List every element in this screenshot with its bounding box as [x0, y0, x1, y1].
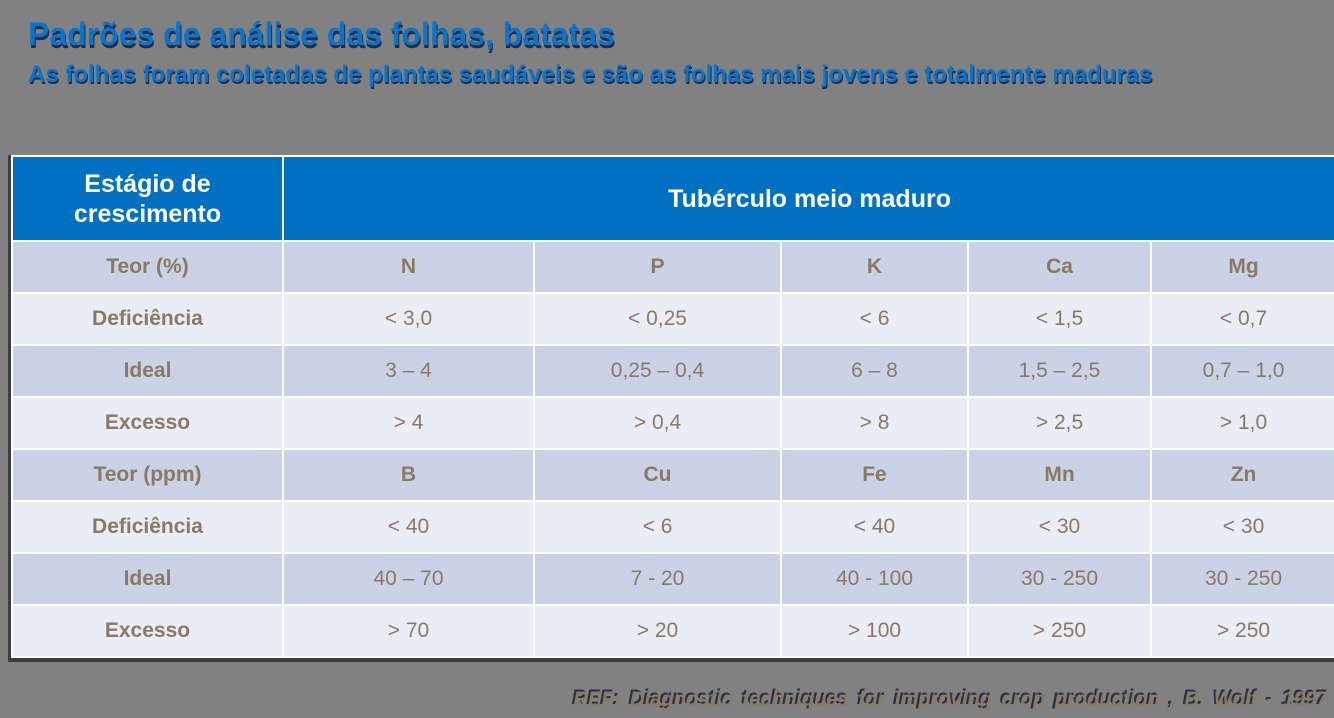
table-cell: 30 - 250 — [1149, 552, 1334, 606]
table-cell: 40 – 70 — [282, 552, 535, 606]
table-cell: Cu — [533, 448, 782, 502]
table-cell: < 3,0 — [282, 292, 535, 346]
slide-subtitle: As folhas foram coletadas de plantas sau… — [28, 61, 1153, 88]
table-cell: 6 – 8 — [780, 344, 969, 398]
table-cell: > 70 — [282, 604, 535, 658]
table-cell: B — [282, 448, 535, 502]
table-cell: < 0,25 — [533, 292, 782, 346]
table-cell: K — [780, 240, 969, 294]
table-row-ppm-ideal: Ideal 40 – 70 7 - 20 40 - 100 30 - 250 3… — [11, 552, 1334, 606]
row-label: Deficiência — [11, 292, 284, 346]
table-row-ppm-deficiency: Deficiência < 40 < 6 < 40 < 30 < 30 — [11, 500, 1334, 554]
table-cell: 0,25 – 0,4 — [533, 344, 782, 398]
tuber-stage-header-cell: Tubérculo meio maduro — [281, 155, 1334, 242]
table-cell: Mg — [1149, 240, 1334, 294]
table-cell: > 0,4 — [533, 396, 782, 450]
table-cell: > 2,5 — [967, 396, 1152, 450]
table-cell: > 1,0 — [1149, 396, 1334, 450]
table-row-ppm-elements: Teor (ppm) B Cu Fe Mn Zn — [11, 448, 1334, 502]
table-cell: 0,7 – 1,0 — [1149, 344, 1334, 398]
table-row-percent-elements: Teor (%) N P K Ca Mg — [11, 240, 1334, 294]
table-row-percent-ideal: Ideal 3 – 4 0,25 – 0,4 6 – 8 1,5 – 2,5 0… — [11, 344, 1334, 398]
row-label: Ideal — [11, 344, 284, 398]
table-cell: 30 - 250 — [967, 552, 1152, 606]
table-cell: 7 - 20 — [533, 552, 782, 606]
table-cell: P — [533, 240, 782, 294]
row-label: Deficiência — [11, 500, 284, 554]
table-cell: < 0,7 — [1149, 292, 1334, 346]
table-cell: 1,5 – 2,5 — [967, 344, 1152, 398]
row-label: Excesso — [11, 396, 284, 450]
growth-stage-header-cell: Estágio de crescimento — [11, 155, 284, 242]
reference-footer: REF: Diagnostic techniques for improving… — [573, 688, 1328, 711]
row-label: Excesso — [11, 604, 284, 658]
leaf-analysis-table-wrapper: Estágio de crescimento Tubérculo meio ma… — [8, 155, 1334, 662]
leaf-analysis-table: Estágio de crescimento Tubérculo meio ma… — [11, 155, 1334, 658]
table-cell: Fe — [780, 448, 969, 502]
row-label: Teor (%) — [11, 240, 284, 294]
table-cell: N — [282, 240, 535, 294]
table-cell: < 30 — [967, 500, 1152, 554]
slide-title: Padrões de análise das folhas, batatas — [28, 16, 615, 52]
row-label: Ideal — [11, 552, 284, 606]
row-label: Teor (ppm) — [11, 448, 284, 502]
table-header-row: Estágio de crescimento Tubérculo meio ma… — [11, 155, 1334, 242]
table-cell: 3 – 4 — [282, 344, 535, 398]
table-cell: < 40 — [780, 500, 969, 554]
table-cell: < 40 — [282, 500, 535, 554]
table-cell: < 6 — [533, 500, 782, 554]
table-cell: 40 - 100 — [780, 552, 969, 606]
table-row-ppm-excess: Excesso > 70 > 20 > 100 > 250 > 250 — [11, 604, 1334, 658]
table-cell: < 6 — [780, 292, 969, 346]
table-cell: > 20 — [533, 604, 782, 658]
table-cell: < 30 — [1149, 500, 1334, 554]
table-cell: < 1,5 — [967, 292, 1152, 346]
table-cell: > 100 — [780, 604, 969, 658]
table-cell: > 8 — [780, 396, 969, 450]
table-cell: > 250 — [967, 604, 1152, 658]
table-cell: > 4 — [282, 396, 535, 450]
table-cell: Mn — [967, 448, 1152, 502]
table-row-percent-deficiency: Deficiência < 3,0 < 0,25 < 6 < 1,5 < 0,7 — [11, 292, 1334, 346]
table-row-percent-excess: Excesso > 4 > 0,4 > 8 > 2,5 > 1,0 — [11, 396, 1334, 450]
table-cell: Zn — [1149, 448, 1334, 502]
table-cell: > 250 — [1149, 604, 1334, 658]
table-cell: Ca — [967, 240, 1152, 294]
